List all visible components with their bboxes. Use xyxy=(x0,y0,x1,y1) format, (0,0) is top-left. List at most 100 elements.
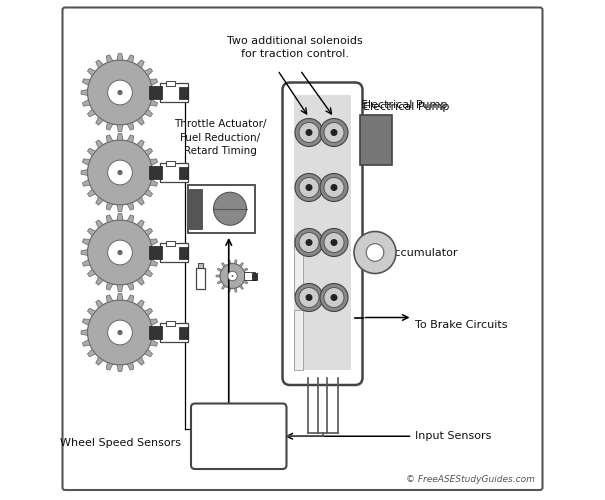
Circle shape xyxy=(220,264,245,288)
Polygon shape xyxy=(106,55,113,62)
FancyBboxPatch shape xyxy=(160,323,188,342)
Polygon shape xyxy=(82,260,90,266)
Circle shape xyxy=(324,178,344,198)
FancyBboxPatch shape xyxy=(62,8,543,490)
Circle shape xyxy=(306,184,313,191)
Text: To Brake Circuits: To Brake Circuits xyxy=(415,320,508,330)
Polygon shape xyxy=(145,189,152,197)
Circle shape xyxy=(295,228,323,256)
Polygon shape xyxy=(150,239,157,246)
Polygon shape xyxy=(145,269,152,277)
Polygon shape xyxy=(96,197,103,205)
Polygon shape xyxy=(88,189,96,197)
FancyBboxPatch shape xyxy=(179,246,188,258)
Circle shape xyxy=(214,192,246,225)
Circle shape xyxy=(320,228,348,256)
FancyBboxPatch shape xyxy=(160,163,188,182)
Polygon shape xyxy=(150,100,157,106)
Circle shape xyxy=(306,294,313,301)
Polygon shape xyxy=(152,250,159,256)
Polygon shape xyxy=(243,268,247,272)
FancyBboxPatch shape xyxy=(166,81,175,86)
Circle shape xyxy=(330,184,338,191)
Circle shape xyxy=(324,288,344,308)
Polygon shape xyxy=(150,79,157,86)
Polygon shape xyxy=(117,365,123,372)
Polygon shape xyxy=(240,262,243,267)
Circle shape xyxy=(88,220,152,285)
Text: Wheel Speed Sensors: Wheel Speed Sensors xyxy=(59,438,180,448)
Circle shape xyxy=(330,294,338,301)
Circle shape xyxy=(108,160,132,185)
Polygon shape xyxy=(152,90,159,96)
Polygon shape xyxy=(127,135,134,142)
Polygon shape xyxy=(243,280,247,284)
Polygon shape xyxy=(137,60,145,68)
FancyBboxPatch shape xyxy=(179,326,188,338)
FancyBboxPatch shape xyxy=(195,268,204,289)
Polygon shape xyxy=(217,280,222,284)
FancyBboxPatch shape xyxy=(166,321,175,326)
Circle shape xyxy=(354,232,396,274)
Polygon shape xyxy=(127,362,134,370)
Polygon shape xyxy=(145,148,152,156)
Polygon shape xyxy=(127,202,134,210)
FancyBboxPatch shape xyxy=(188,185,255,232)
Polygon shape xyxy=(106,122,113,130)
FancyBboxPatch shape xyxy=(244,272,255,280)
Polygon shape xyxy=(145,109,152,117)
Circle shape xyxy=(295,174,323,202)
Circle shape xyxy=(232,275,234,277)
Circle shape xyxy=(320,284,348,312)
Circle shape xyxy=(108,240,132,265)
Polygon shape xyxy=(106,215,113,222)
FancyBboxPatch shape xyxy=(197,263,203,268)
Circle shape xyxy=(88,60,152,125)
FancyBboxPatch shape xyxy=(179,86,188,99)
Polygon shape xyxy=(137,140,145,148)
Circle shape xyxy=(330,239,338,246)
Circle shape xyxy=(117,90,123,95)
Circle shape xyxy=(88,300,152,365)
Circle shape xyxy=(366,244,384,262)
Text: Electrical Pump: Electrical Pump xyxy=(361,100,447,110)
Circle shape xyxy=(320,174,348,202)
Polygon shape xyxy=(145,308,152,316)
Polygon shape xyxy=(150,180,157,186)
Polygon shape xyxy=(81,90,88,96)
FancyBboxPatch shape xyxy=(149,246,162,259)
Polygon shape xyxy=(228,260,231,264)
Polygon shape xyxy=(145,68,152,76)
FancyBboxPatch shape xyxy=(160,243,188,262)
FancyBboxPatch shape xyxy=(149,326,162,339)
Circle shape xyxy=(299,122,319,142)
FancyBboxPatch shape xyxy=(149,166,162,179)
Polygon shape xyxy=(127,295,134,302)
FancyBboxPatch shape xyxy=(294,95,351,370)
Text: EBTCM: EBTCM xyxy=(215,429,263,443)
Polygon shape xyxy=(145,228,152,236)
Polygon shape xyxy=(137,357,145,365)
Polygon shape xyxy=(152,330,159,336)
Polygon shape xyxy=(88,269,96,277)
Polygon shape xyxy=(152,170,159,175)
Circle shape xyxy=(117,250,123,255)
Polygon shape xyxy=(117,205,123,212)
Polygon shape xyxy=(88,109,96,117)
Polygon shape xyxy=(82,79,90,86)
Circle shape xyxy=(330,129,338,136)
Text: Electrical Pump: Electrical Pump xyxy=(363,102,450,113)
Polygon shape xyxy=(240,285,243,290)
Polygon shape xyxy=(82,180,90,186)
FancyBboxPatch shape xyxy=(360,115,393,165)
Polygon shape xyxy=(82,239,90,246)
Polygon shape xyxy=(234,260,237,264)
Polygon shape xyxy=(117,125,123,132)
Polygon shape xyxy=(117,134,123,140)
Polygon shape xyxy=(96,140,103,148)
Polygon shape xyxy=(137,277,145,285)
Circle shape xyxy=(320,118,348,146)
Circle shape xyxy=(108,320,132,345)
Polygon shape xyxy=(82,319,90,326)
Polygon shape xyxy=(106,135,113,142)
